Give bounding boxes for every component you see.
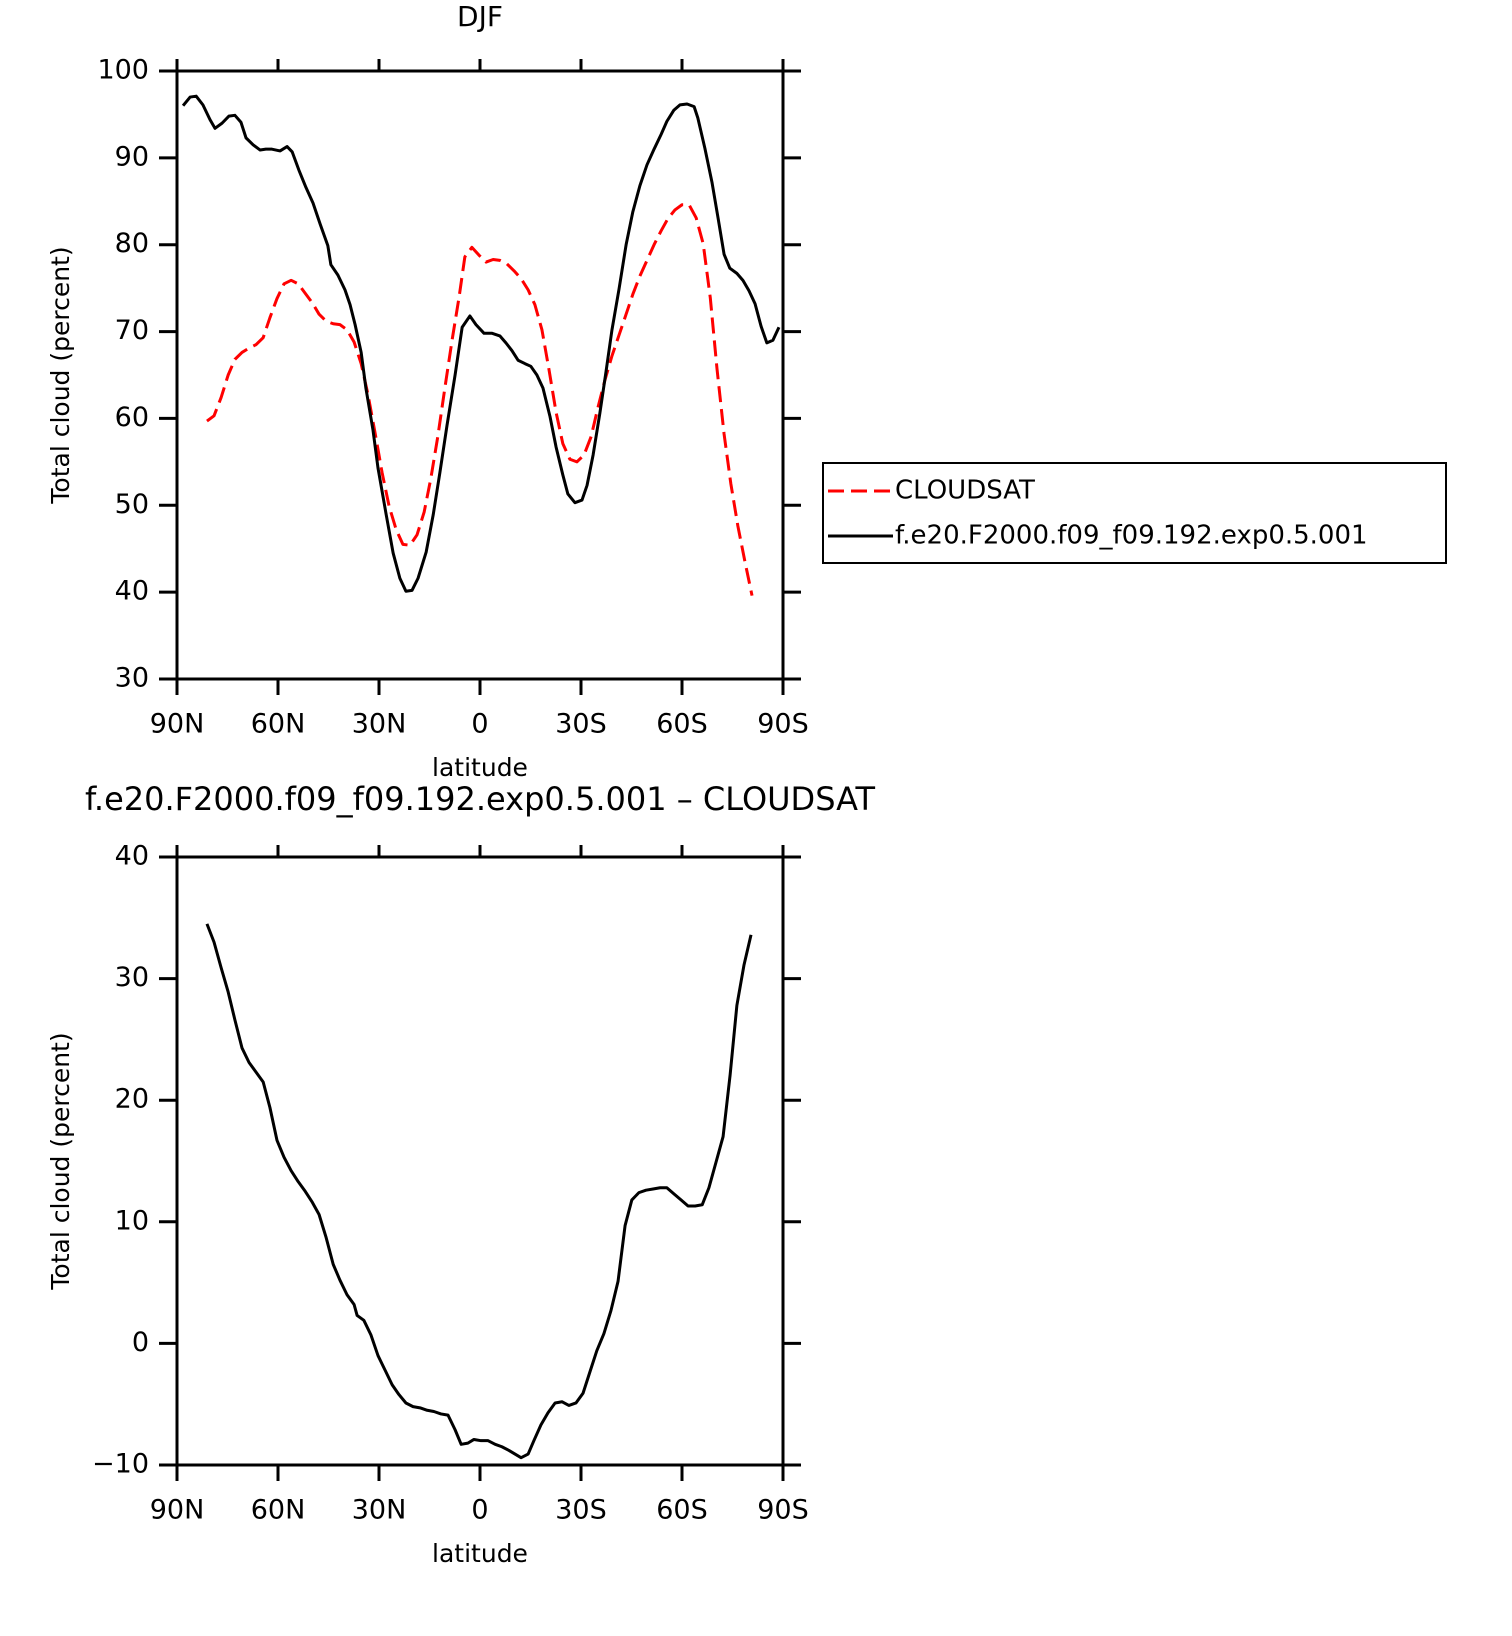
x-axis-label: latitude [432,753,528,782]
x-tick-label: 90S [757,709,809,740]
x-tick-label: 60S [656,1495,708,1526]
plot-frame [175,69,785,681]
y-axis-label: Total cloud (percent) [46,246,75,504]
x-tick-label: 90S [757,1495,809,1526]
y-tick-label: −10 [92,1449,149,1480]
x-tick-label: 0 [471,709,488,740]
legend-box [822,462,1447,564]
y-axis-label: Total cloud (percent) [46,1032,75,1290]
x-tick-label: 60N [251,1495,306,1526]
plot-frame [175,855,785,1467]
x-tick-label: 60N [251,709,306,740]
x-tick-label: 90N [150,709,205,740]
y-tick-label: 40 [115,841,149,872]
y-tick-label: 70 [115,315,149,346]
y-tick-label: 80 [115,228,149,259]
y-tick-label: 60 [115,402,149,433]
x-axis-label: latitude [432,1539,528,1568]
y-tick-label: 50 [115,489,149,520]
chart-title: DJF [457,0,503,33]
legend-label: f.e20.F2000.f09_f09.192.exp0.5.001 [895,521,1368,551]
y-tick-label: 100 [97,55,149,86]
y-tick-label: 0 [132,1327,149,1358]
x-tick-label: 30S [555,1495,607,1526]
y-tick-label: 10 [115,1205,149,1236]
data-line [205,923,753,1460]
y-tick-label: 20 [115,1084,149,1115]
data-line [206,203,754,596]
y-tick-label: 30 [115,663,149,694]
x-tick-label: 30N [352,1495,407,1526]
chart-title: f.e20.F2000.f09_f09.192.exp0.5.001 – CLO… [85,780,876,818]
y-tick-label: 40 [115,576,149,607]
x-tick-label: 30N [352,709,407,740]
y-tick-label: 90 [115,141,149,172]
x-tick-label: 0 [471,1495,488,1526]
x-tick-label: 90N [150,1495,205,1526]
x-tick-label: 30S [555,709,607,740]
y-tick-label: 30 [115,962,149,993]
legend-label: CLOUDSAT [895,476,1035,506]
data-line [181,94,781,593]
x-tick-label: 60S [656,709,708,740]
